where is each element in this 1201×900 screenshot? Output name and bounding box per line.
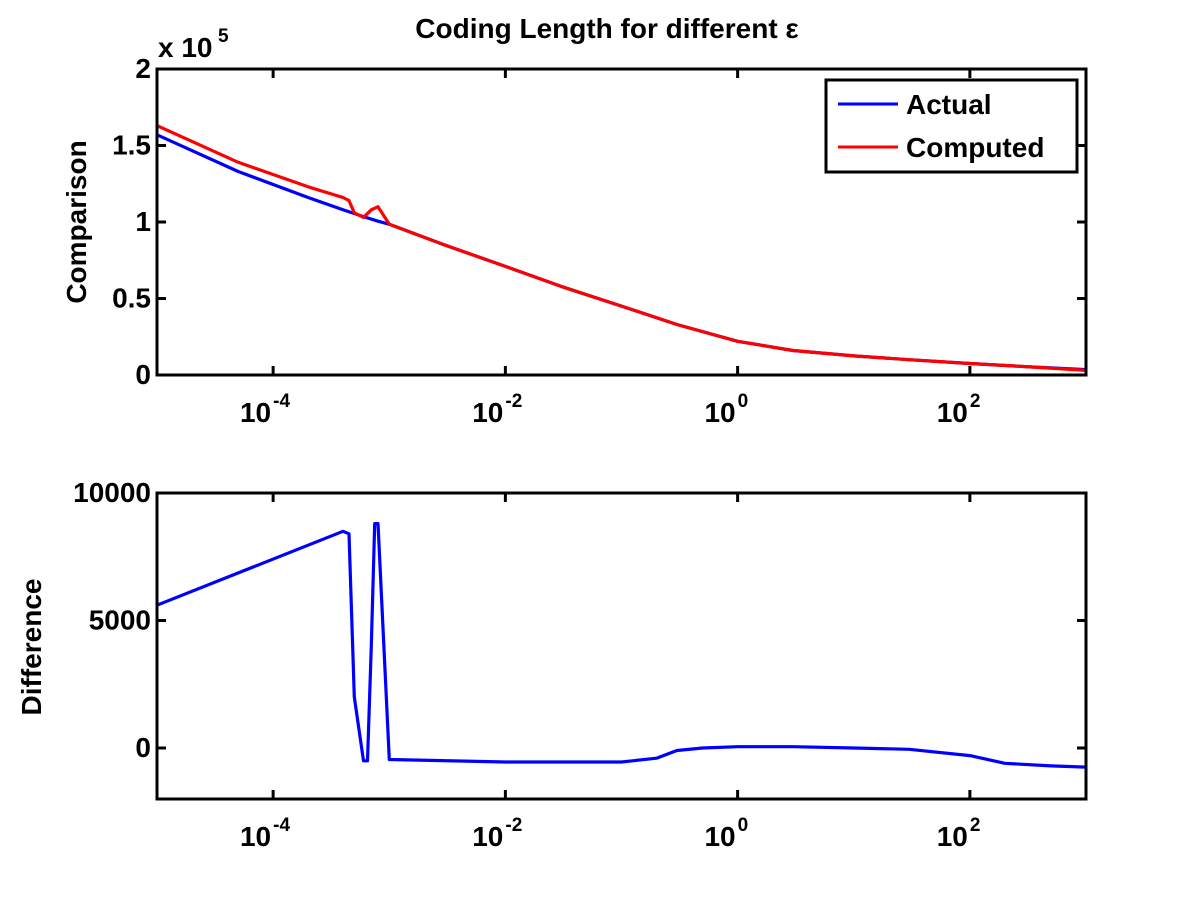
y-tick-label: 1 [135,206,151,237]
x-tick-label-base: 10 [240,821,271,852]
x-tick-label-base: 10 [937,821,968,852]
x-tick-label-base: 10 [704,397,735,428]
y-tick-label: 1.5 [112,130,151,161]
y-axis-label-comparison: Comparison [61,140,92,303]
x-tick-label-exponent: -4 [273,815,290,836]
x-tick-label-exponent: 0 [738,391,749,412]
y-multiplier-exponent: 5 [218,26,229,47]
y-tick-label: 2 [135,53,151,84]
chart-title: Coding Length for different ε [415,13,798,44]
difference-data-layer [157,521,1086,769]
x-tick-label-exponent: 2 [970,391,981,412]
comparison-data-layer [157,124,1086,372]
y-tick-label: 5000 [89,605,151,636]
y-axis-label-difference: Difference [16,579,47,716]
x-tick-label-base: 10 [240,397,271,428]
x-tick-label-base: 10 [472,821,503,852]
x-tick-label-exponent: -2 [505,391,522,412]
x-tick-label-exponent: -4 [273,391,290,412]
x-tick-label-exponent: -2 [505,815,522,836]
x-tick-label-base: 10 [937,397,968,428]
x-tick-label-base: 10 [472,397,503,428]
difference-series-line-0 [157,521,1086,769]
y-tick-label: 0 [135,359,151,390]
legend-label-actual: Actual [906,89,992,120]
y-multiplier-label: x 10 [158,32,213,63]
legend-box [824,78,1079,174]
x-tick-label-base: 10 [704,821,735,852]
x-tick-label-exponent: 0 [738,815,749,836]
y-tick-label: 0.5 [112,283,151,314]
comparison-series-line-computed [157,124,1086,372]
legend-label-computed: Computed [906,132,1044,163]
y-tick-label: 10000 [73,477,151,508]
y-tick-label: 0 [135,732,151,763]
legend: Actual Computed [824,78,1079,174]
x-tick-label-exponent: 2 [970,815,981,836]
difference-plot-frame [155,491,1088,801]
